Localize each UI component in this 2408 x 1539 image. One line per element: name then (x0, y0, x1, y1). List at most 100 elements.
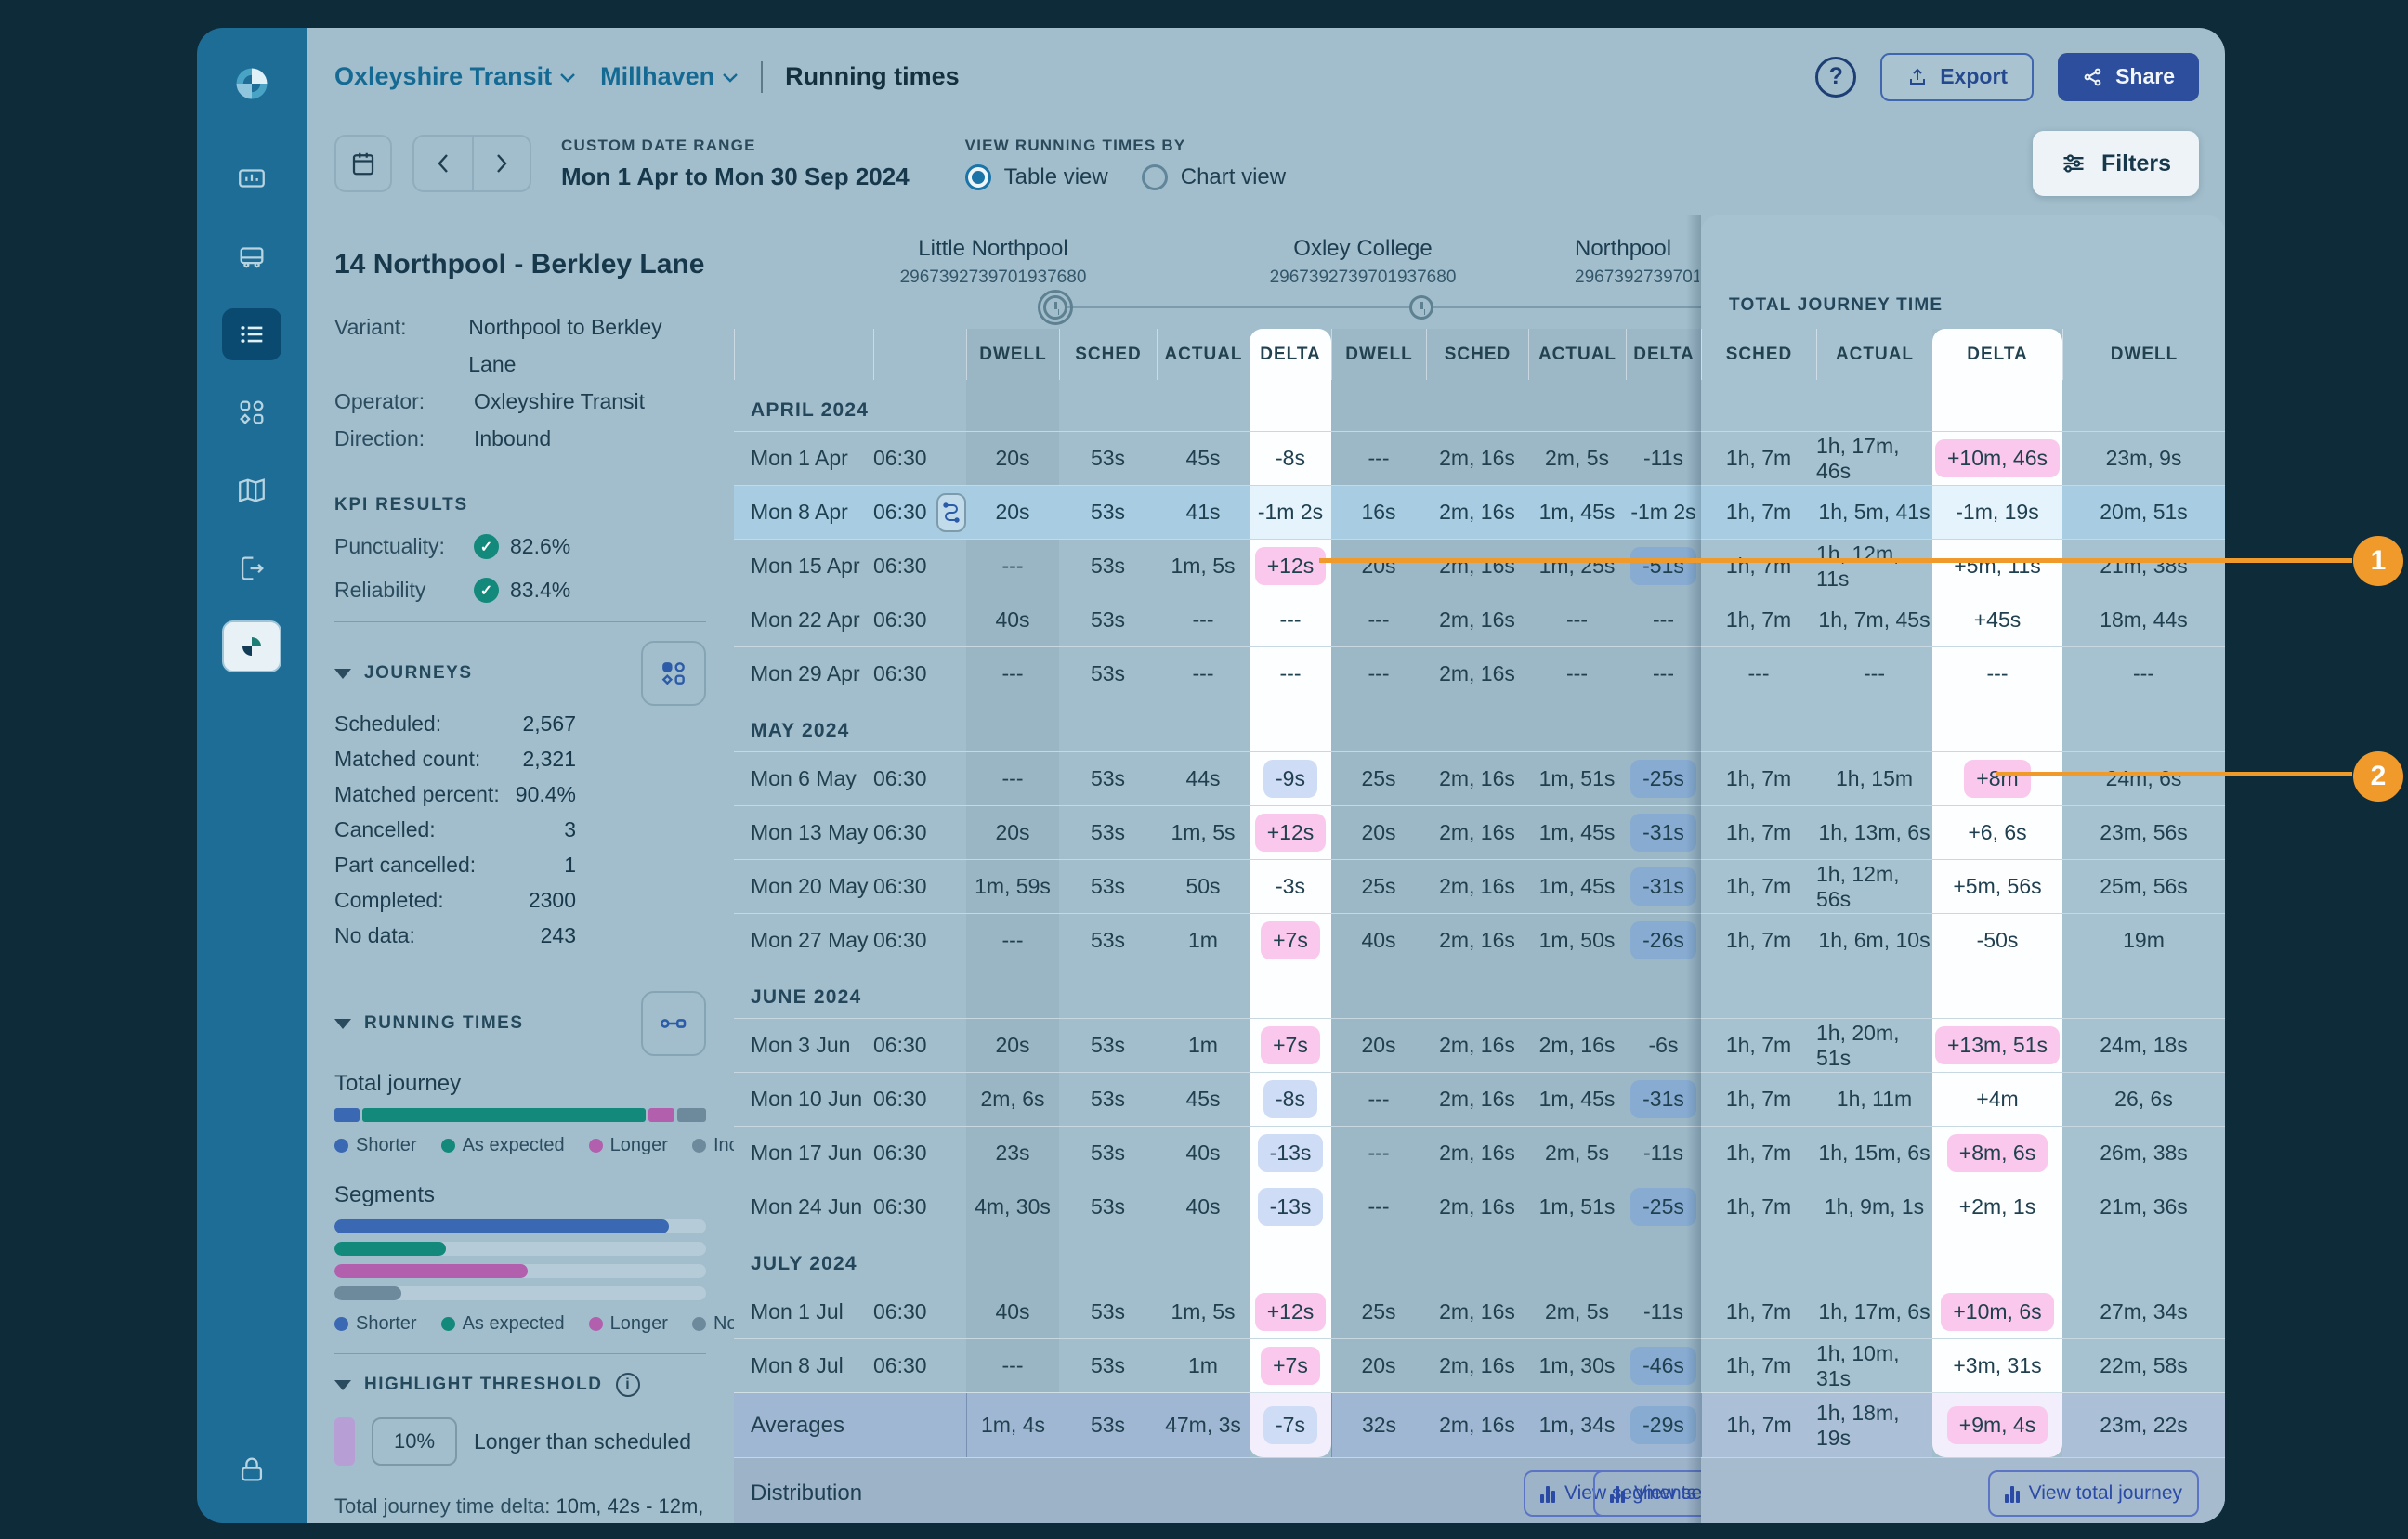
column-header[interactable]: ACTUAL (1528, 329, 1626, 380)
table-row[interactable]: Mon 29 Apr06:30---53s---------2m, 16s---… (734, 646, 2225, 700)
column-header[interactable]: DELTA (1626, 329, 1701, 380)
journeys-section-header[interactable]: JOURNEYS (334, 663, 473, 684)
longer-threshold-input[interactable]: 10% (372, 1417, 457, 1466)
table-row[interactable]: Mon 27 May06:30---53s1m+7s40s2m, 16s1m, … (734, 913, 2225, 967)
running-times-section-header[interactable]: RUNNING TIMES (334, 1013, 524, 1034)
table-cell: 53s (1059, 1285, 1157, 1338)
delta-pill: +9m, 4s (1947, 1406, 2048, 1444)
table-cell: 2m, 16s (1426, 860, 1528, 913)
table-row[interactable]: Mon 20 May06:301m, 59s53s50s-3s25s2m, 16… (734, 859, 2225, 913)
chevron-down-icon (559, 72, 576, 84)
view-total-journey-button[interactable]: View total journey (1988, 1470, 2199, 1517)
month-cell (1701, 380, 1816, 431)
column-header[interactable]: SCHED (1426, 329, 1528, 380)
table-cell: -50s (1932, 914, 2062, 967)
column-header-spacer (734, 329, 873, 380)
table-cell: 1h, 13m, 6s (1816, 806, 1932, 859)
table-row[interactable]: Mon 8 Apr06:3020s53s41s-1m 2s16s2m, 16s1… (734, 485, 2225, 539)
highlight-threshold-header[interactable]: HIGHLIGHT THRESHOLD i (334, 1373, 706, 1397)
table-row[interactable]: Mon 15 Apr06:30---53s1m, 5s+12s20s2m, 16… (734, 539, 2225, 593)
filters-button[interactable]: Filters (2033, 131, 2199, 196)
table-row[interactable]: Mon 10 Jun06:302m, 6s53s45s-8s---2m, 16s… (734, 1072, 2225, 1126)
delta-pill: -8s (1263, 1080, 1317, 1118)
stop-id: 2967392739701937680 (891, 267, 1095, 288)
segments-link-button[interactable] (641, 991, 706, 1056)
column-header[interactable]: ACTUAL (1157, 329, 1250, 380)
table-row[interactable]: Mon 13 May06:3020s53s1m, 5s+12s20s2m, 16… (734, 805, 2225, 859)
row-date: Mon 6 May (734, 752, 873, 805)
table-cell: 2m, 16s (1426, 752, 1528, 805)
sidebar-item-vehicles[interactable] (222, 230, 281, 282)
table-row[interactable]: Mon 6 May06:30---53s44s-9s25s2m, 16s1m, … (734, 751, 2225, 805)
delta-pill: +12s (1255, 1293, 1327, 1331)
column-header[interactable]: DELTA (1250, 329, 1331, 380)
legend-label: No data (713, 1313, 734, 1335)
table-cell: -51s (1626, 540, 1701, 593)
table-cell: 1m (1157, 1339, 1250, 1392)
table-cell: 27m, 34s (2062, 1285, 2225, 1338)
table-row[interactable]: Mon 24 Jun06:304m, 30s53s40s-13s---2m, 1… (734, 1180, 2225, 1233)
table-cell: -31s (1626, 1073, 1701, 1126)
lock-icon[interactable] (222, 1443, 281, 1495)
table-row[interactable]: Mon 1 Apr06:3020s53s45s-8s---2m, 16s2m, … (734, 431, 2225, 485)
table-cell: 50s (1157, 860, 1250, 913)
table-cell: 53s (1059, 1127, 1157, 1180)
table-view-radio-label[interactable]: Table view (1004, 164, 1108, 190)
table-row[interactable]: Mon 8 Jul06:30---53s1m+7s20s2m, 16s1m, 3… (734, 1338, 2225, 1392)
reliability-label: Reliability (334, 578, 474, 603)
prev-date-button[interactable] (414, 137, 472, 190)
column-header[interactable]: DWELL (966, 329, 1059, 380)
share-button[interactable]: Share (2058, 53, 2199, 101)
averages-cell: 47m, 3s (1157, 1393, 1250, 1457)
total-journey-time-label: TOTAL JOURNEY TIME (1729, 295, 1943, 316)
segment-bar-track (334, 1242, 706, 1256)
distribution-label: Distribution (751, 1480, 862, 1506)
route-variant-button[interactable] (936, 493, 966, 532)
column-header[interactable]: DWELL (2062, 329, 2225, 380)
month-cell (966, 967, 1059, 1018)
table-row[interactable]: Mon 1 Jul06:3040s53s1m, 5s+12s25s2m, 16s… (734, 1285, 2225, 1338)
table-row[interactable]: Mon 3 Jun06:3020s53s1m+7s20s2m, 16s2m, 1… (734, 1018, 2225, 1072)
month-cell (1816, 380, 1932, 431)
filters-icon (2061, 150, 2087, 176)
table-row[interactable]: Mon 17 Jun06:3023s53s40s-13s---2m, 16s2m… (734, 1126, 2225, 1180)
chart-view-radio-label[interactable]: Chart view (1181, 164, 1286, 190)
sidebar-item-map[interactable] (222, 464, 281, 516)
table-cell: 53s (1059, 914, 1157, 967)
table-cell: 2m, 16s (1426, 540, 1528, 593)
column-header[interactable]: ACTUAL (1816, 329, 1932, 380)
table-cell: +12s (1250, 1285, 1331, 1338)
table-cell: -31s (1626, 806, 1701, 859)
chart-view-radio[interactable] (1142, 164, 1168, 190)
row-time: 06:30 (873, 647, 966, 700)
route-icon (940, 502, 962, 524)
next-date-button[interactable] (472, 137, 530, 190)
row-time-value: 06:30 (873, 1141, 927, 1166)
sidebar-item-dashboard[interactable] (222, 152, 281, 204)
table-cell: 20s (1331, 1339, 1426, 1392)
journeys-breakdown-button[interactable] (641, 641, 706, 706)
column-header[interactable]: SCHED (1059, 329, 1157, 380)
sidebar-item-running-times[interactable] (222, 308, 281, 360)
sidebar-item-categories[interactable] (222, 386, 281, 438)
column-header[interactable]: DELTA (1932, 329, 2062, 380)
sidebar-item-app-tile[interactable] (222, 620, 281, 672)
column-header[interactable]: SCHED (1701, 329, 1816, 380)
date-range-value[interactable]: Mon 1 Apr to Mon 30 Sep 2024 (561, 163, 910, 191)
table-view-radio[interactable] (965, 164, 991, 190)
table-cell: 26m, 38s (2062, 1127, 2225, 1180)
table-cell: -9s (1250, 752, 1331, 805)
month-cell (1331, 1233, 1426, 1285)
sidebar-item-logout[interactable] (222, 542, 281, 594)
info-icon[interactable]: i (616, 1373, 640, 1397)
breadcrumb-operator[interactable]: Oxleyshire Transit (334, 62, 576, 91)
export-button[interactable]: Export (1880, 53, 2034, 101)
legend-label: As expected (463, 1135, 565, 1156)
column-header[interactable]: DWELL (1331, 329, 1426, 380)
help-button[interactable]: ? (1815, 57, 1856, 98)
table-row[interactable]: Mon 22 Apr06:3040s53s---------2m, 16s---… (734, 593, 2225, 646)
table-cell: 24m, 18s (2062, 1019, 2225, 1072)
calendar-button[interactable] (334, 135, 392, 192)
breadcrumb-region[interactable]: Millhaven (600, 62, 739, 91)
row-date: Mon 27 May (734, 914, 873, 967)
